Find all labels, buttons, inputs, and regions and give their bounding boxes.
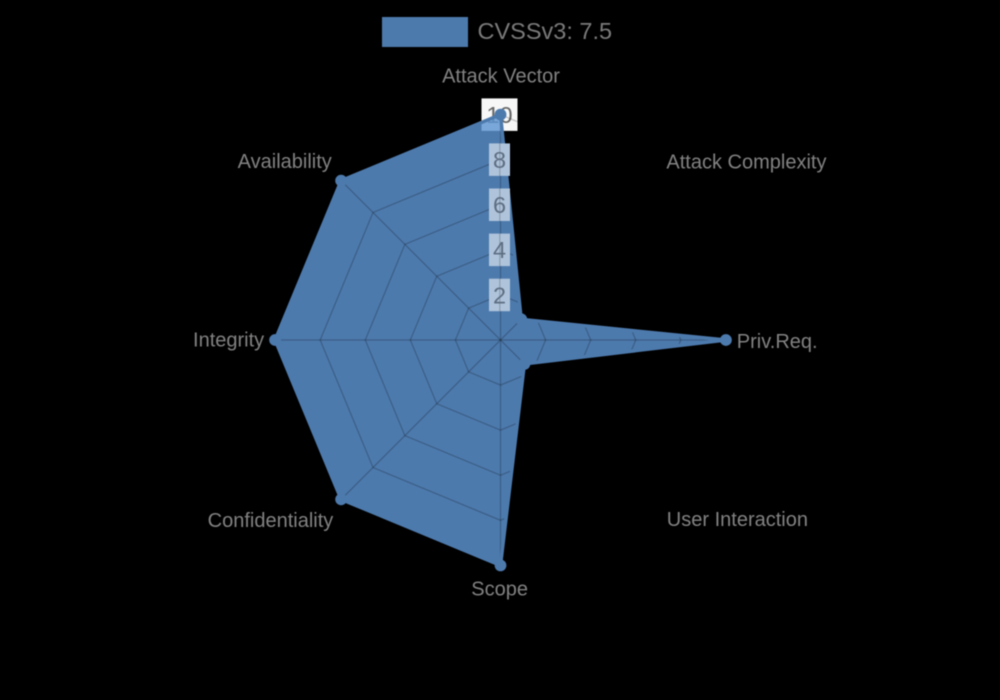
radial-tick-label: 4 [493, 237, 506, 263]
axis-label-attack-vector: Attack Vector [442, 66, 560, 88]
radial-tick-8: 8 [489, 143, 510, 176]
grid-ring [409, 249, 592, 431]
grid-spoke [340, 180, 501, 341]
series-marker [269, 334, 281, 346]
radial-tick-2: 2 [489, 278, 510, 312]
series-marker [515, 313, 528, 326]
radial-tick-box [489, 188, 510, 221]
series-marker [335, 493, 348, 506]
radial-tick-label: 2 [493, 282, 506, 308]
axis-label-user-interaction: User Interaction [667, 509, 808, 531]
axis-label-priv-req: Priv.Req. [737, 331, 818, 353]
series-marker [335, 174, 348, 187]
series-marker [494, 108, 507, 121]
legend-label[interactable]: CVSSv3: 7.5 [478, 18, 613, 44]
axis-label-attack-complexity: Attack Complexity [666, 151, 826, 173]
radial-tick-label: 6 [493, 192, 506, 218]
grid-spoke [500, 180, 661, 341]
radial-tick-6: 6 [489, 188, 510, 221]
legend[interactable]: CVSSv3: 7.5 [382, 17, 612, 47]
radial-tick-label: 8 [493, 147, 506, 173]
series-markers [269, 108, 732, 572]
axis-label-confidentiality: Confidentiality [208, 510, 334, 532]
axis-label-integrity: Integrity [193, 330, 264, 352]
grid-spoke [340, 339, 501, 500]
radial-tick-box [489, 233, 510, 267]
radial-tick-box [489, 278, 510, 312]
grid-ring [364, 204, 637, 476]
series-fill [275, 114, 726, 566]
radial-tick-box [489, 143, 510, 176]
series-marker [518, 358, 531, 370]
radial-tick-labels: 2 4 6 8 [489, 143, 510, 312]
axis-labels: Attack Vector Attack Complexity Priv.Req. U… [193, 66, 826, 601]
legend-swatch[interactable] [382, 17, 468, 47]
grid-ring [454, 294, 547, 386]
series-marker [720, 334, 732, 346]
series-marker [494, 559, 507, 572]
axis-label-scope: Scope [471, 579, 528, 601]
radial-tick-4: 4 [489, 233, 510, 267]
axis-label-availability: Availability [238, 151, 332, 173]
grid-ring [319, 158, 682, 522]
